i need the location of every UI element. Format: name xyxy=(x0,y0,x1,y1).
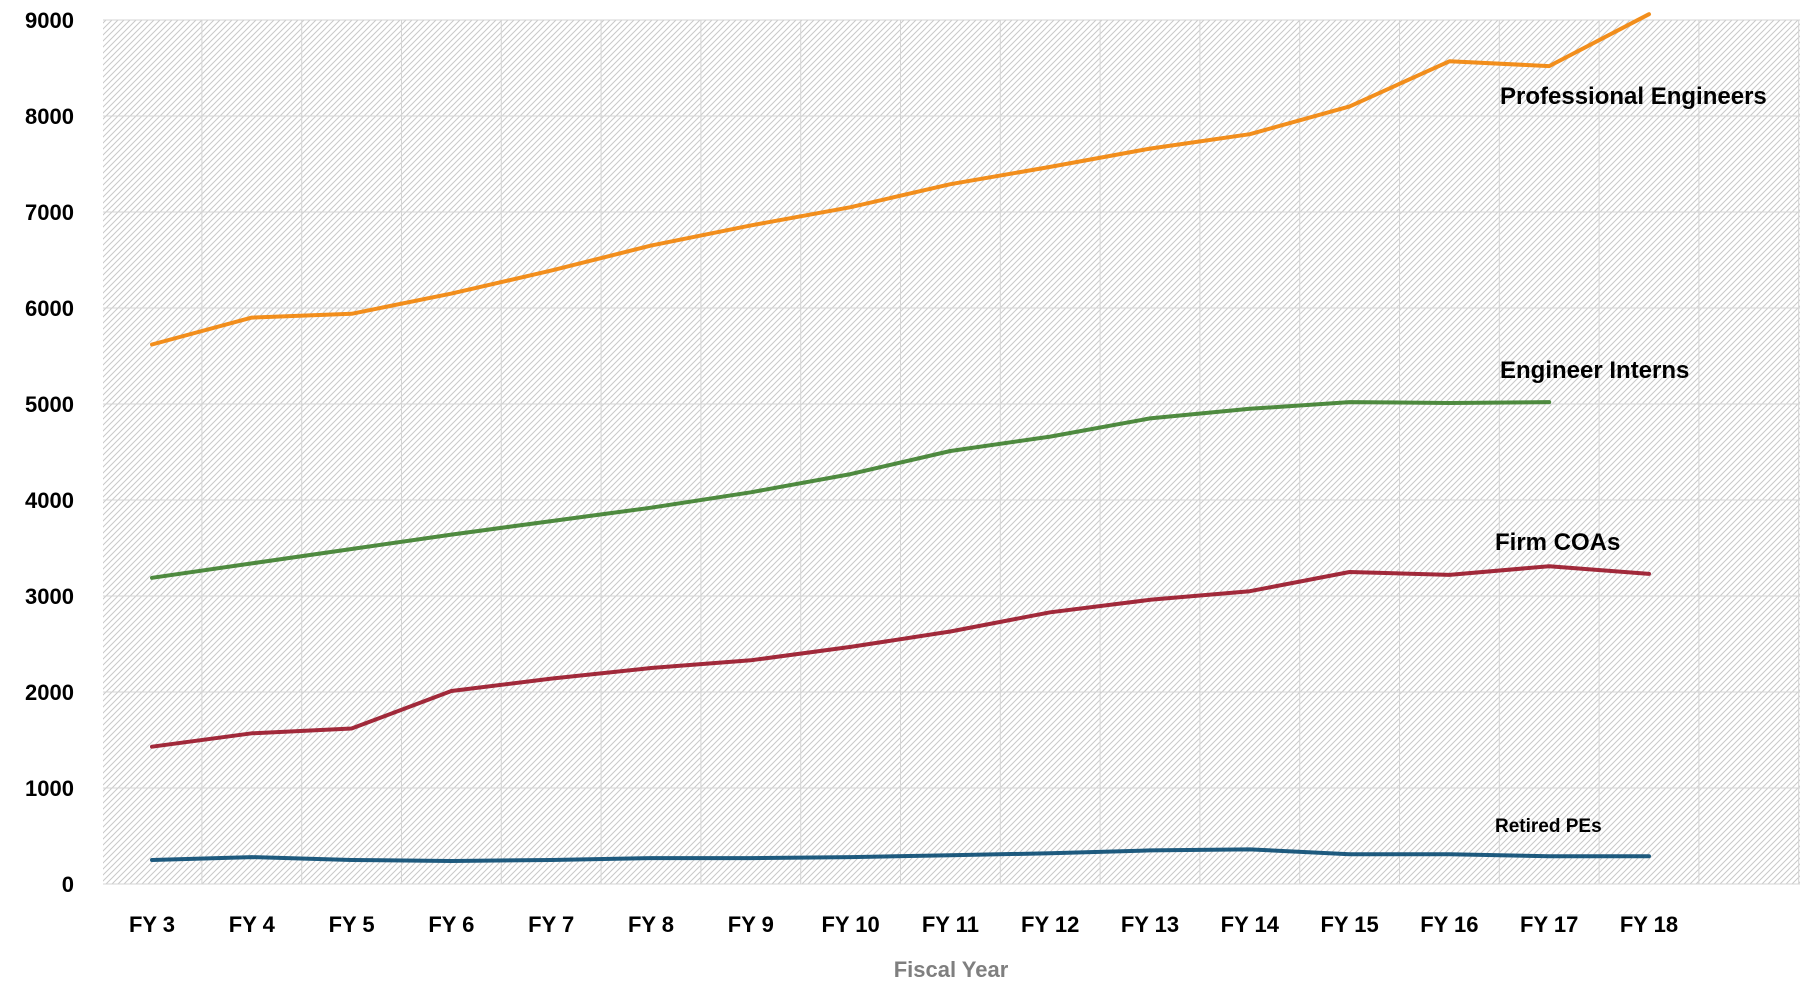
x-tick-label-fy-6: FY 6 xyxy=(428,912,474,937)
y-tick-label-4000: 4000 xyxy=(25,488,74,513)
series-label-professional-engineers: Professional Engineers xyxy=(1500,83,1767,110)
x-tick-label-fy-11: FY 11 xyxy=(922,912,979,937)
y-tick-label-3000: 3000 xyxy=(25,584,74,609)
y-tick-label-8000: 8000 xyxy=(25,104,74,129)
y-tick-label-0: 0 xyxy=(62,872,74,897)
x-tick-label-fy-16: FY 16 xyxy=(1420,912,1478,937)
y-tick-label-2000: 2000 xyxy=(25,680,74,705)
series-labels: Professional Engineers Engineer Interns Fi… xyxy=(1495,83,1767,837)
series-line-firm-coas xyxy=(150,564,1651,749)
series-label-engineer-interns: Engineer Interns xyxy=(1500,357,1689,384)
x-tick-label-fy-9: FY 9 xyxy=(728,912,774,937)
x-tick-label-fy-3: FY 3 xyxy=(129,912,175,937)
y-axis-tick-labels: 0 1000 2000 3000 4000 5000 6000 7000 8000 9000 xyxy=(25,8,74,897)
x-tick-label-fy-18: FY 18 xyxy=(1620,912,1678,937)
series-lines xyxy=(150,12,1651,863)
x-tick-label-fy-7: FY 7 xyxy=(528,912,574,937)
y-tick-label-6000: 6000 xyxy=(25,296,74,321)
y-tick-label-7000: 7000 xyxy=(25,200,74,225)
x-tick-label-fy-10: FY 10 xyxy=(821,912,879,937)
horizontal-gridlines xyxy=(103,19,1800,885)
y-tick-label-1000: 1000 xyxy=(25,776,74,801)
series-label-firm-coas: Firm COAs xyxy=(1495,529,1620,556)
y-tick-label-9000: 9000 xyxy=(25,8,74,33)
series-line-engineer-interns xyxy=(150,400,1552,580)
x-tick-label-fy-4: FY 4 xyxy=(229,912,276,937)
x-tick-label-fy-5: FY 5 xyxy=(329,912,375,937)
x-tick-label-fy-12: FY 12 xyxy=(1021,912,1079,937)
x-tick-label-fy-14: FY 14 xyxy=(1221,912,1280,937)
x-axis-title: Fiscal Year xyxy=(894,957,1009,982)
x-tick-label-fy-15: FY 15 xyxy=(1320,912,1378,937)
x-tick-label-fy-13: FY 13 xyxy=(1121,912,1179,937)
series-line-retired-pes xyxy=(150,847,1651,863)
series-label-retired-pes: Retired PEs xyxy=(1495,816,1602,837)
y-tick-label-5000: 5000 xyxy=(25,392,74,417)
x-axis-tick-labels: FY 3 FY 4 FY 5 FY 6 FY 7 FY 8 FY 9 FY 10 FY 11 FY… xyxy=(129,912,1678,937)
series-line-professional-engineers xyxy=(150,12,1651,347)
x-tick-label-fy-17: FY 17 xyxy=(1520,912,1578,937)
x-tick-label-fy-8: FY 8 xyxy=(628,912,674,937)
